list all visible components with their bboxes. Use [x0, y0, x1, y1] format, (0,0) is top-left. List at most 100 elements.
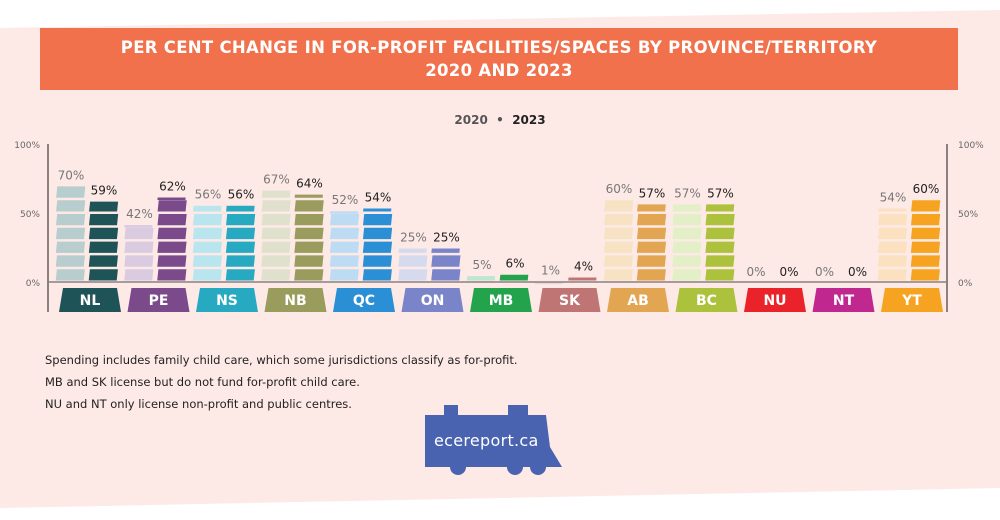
- bar-segment: [636, 255, 666, 267]
- category-box-NB: [264, 288, 327, 312]
- bar-segment: [329, 269, 359, 281]
- category-label: NT: [833, 293, 855, 309]
- bar-segment: [910, 227, 941, 240]
- bar-segment: [910, 255, 940, 267]
- bar-segment: [157, 269, 187, 281]
- category-box-NU: [744, 288, 806, 312]
- bar-segment: [294, 255, 324, 267]
- bar-segment: [705, 241, 735, 253]
- bar-segment: [672, 204, 702, 212]
- bar-segment: [225, 255, 255, 267]
- bar-segment: [603, 241, 634, 253]
- bar-segment: [362, 255, 392, 267]
- data-label: 52%: [332, 193, 359, 207]
- category-box-PE: [127, 288, 190, 312]
- bar-segment: [329, 227, 360, 240]
- bar-segment: [329, 241, 360, 253]
- note: NU and NT only license non-profit and pu…: [45, 397, 352, 411]
- category-label: MB: [489, 293, 514, 309]
- bar-segment: [56, 200, 86, 212]
- bar-segment: [157, 241, 187, 253]
- data-label: 60%: [606, 182, 633, 196]
- bar-segment: [193, 214, 223, 226]
- bar-segment: [294, 269, 324, 281]
- category-box-SK: [538, 288, 601, 312]
- bar-segment: [55, 255, 85, 267]
- bar-NL-2023: [88, 201, 119, 281]
- bar-segment: [157, 214, 187, 226]
- bar-segment: [362, 269, 392, 281]
- bar-SK-2023: [568, 277, 597, 281]
- data-label: 57%: [707, 186, 734, 200]
- chart-subtitle: 2020 AND 2023: [425, 61, 573, 80]
- bar-segment: [672, 255, 702, 267]
- bar-segment: [499, 274, 529, 281]
- bar-segment: [330, 214, 360, 226]
- category-box-ON: [401, 288, 464, 312]
- bar-segment: [910, 241, 941, 253]
- data-label: 5%: [472, 258, 491, 272]
- legend: 2020 • 2023: [0, 113, 1000, 127]
- bar-segment: [604, 214, 634, 226]
- bar-segment: [910, 269, 940, 281]
- bar-segment: [911, 200, 941, 212]
- category-box-MB: [470, 288, 532, 312]
- bar-segment: [193, 205, 222, 212]
- bar-segment: [261, 241, 291, 253]
- bar-NB-2020: [261, 190, 291, 281]
- bar-segment: [55, 227, 86, 240]
- data-label: 25%: [400, 231, 427, 245]
- bar-YT-2020: [877, 208, 908, 281]
- bar-NB-2023: [294, 194, 324, 281]
- bar-segment: [55, 269, 85, 281]
- bar-segment: [192, 241, 223, 253]
- bar-segment: [466, 276, 496, 281]
- bar-segment: [261, 200, 291, 212]
- category-label: NU: [763, 293, 786, 309]
- bar-segment: [226, 214, 256, 226]
- bar-segment: [431, 269, 461, 281]
- category-label: NB: [284, 293, 306, 309]
- bar-segment: [911, 214, 941, 226]
- bar-ON-2023: [431, 248, 461, 281]
- bar-segment: [56, 186, 86, 198]
- bar-segment: [225, 227, 256, 240]
- note: Spending includes family child care, whi…: [45, 353, 518, 367]
- data-label: 42%: [126, 207, 153, 221]
- bar-segment: [56, 214, 86, 226]
- bar-segment: [363, 208, 392, 212]
- bar-ON-2020: [398, 248, 428, 281]
- data-label: 60%: [913, 182, 940, 196]
- category-label: NL: [80, 293, 101, 309]
- bar-segment: [637, 204, 666, 212]
- bar-MB-2020: [466, 276, 496, 281]
- category-label: PE: [149, 293, 169, 309]
- category-label: QC: [353, 293, 375, 309]
- category-label: NS: [216, 293, 238, 309]
- category-box-NS: [196, 288, 258, 312]
- bar-segment: [89, 201, 119, 212]
- bar-segment: [603, 255, 633, 267]
- bar-segment: [124, 241, 154, 253]
- note: MB and SK license but do not fund for-pr…: [45, 375, 360, 389]
- ecereport-logo[interactable]: ecereport.ca: [420, 405, 570, 479]
- bar-segment: [398, 269, 428, 281]
- bar-segment: [705, 227, 735, 240]
- bar-segment: [261, 255, 291, 267]
- bar-segment: [636, 241, 667, 253]
- bar-segment: [705, 204, 735, 212]
- bar-segment: [672, 227, 702, 240]
- bar-segment: [603, 269, 633, 281]
- y-tick-label: 100%: [14, 141, 40, 151]
- title-banner: PER CENT CHANGE IN FOR-PROFIT FACILITIES…: [40, 28, 958, 90]
- bar-segment: [261, 227, 291, 240]
- bar-segment: [261, 214, 291, 226]
- bar-segment: [261, 190, 291, 198]
- legend-2020: 2020: [454, 113, 488, 127]
- bar-segment: [124, 227, 154, 240]
- bar-segment: [124, 269, 154, 281]
- y-tick-label: 0%: [26, 279, 41, 289]
- bar-segment: [878, 208, 907, 212]
- bar-segment: [294, 227, 324, 240]
- legend-2023: 2023: [512, 113, 546, 127]
